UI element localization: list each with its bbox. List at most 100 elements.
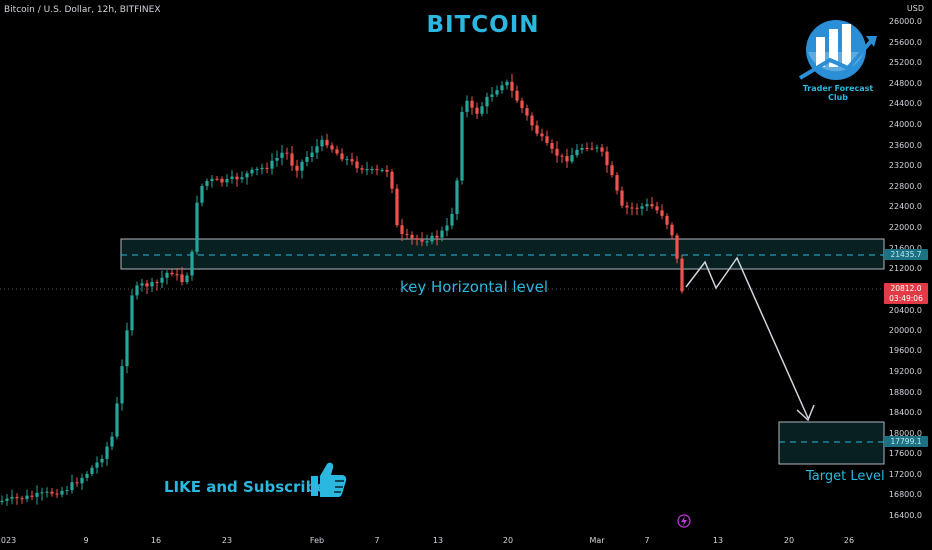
candle-body xyxy=(200,185,204,203)
candle-body xyxy=(475,107,479,114)
candle-body xyxy=(30,495,34,497)
candle-body xyxy=(185,275,189,283)
candle-body xyxy=(195,202,199,252)
key-level-label: key Horizontal level xyxy=(400,278,549,296)
candle-body xyxy=(135,285,139,296)
thumbs-up-icon[interactable] xyxy=(311,462,347,497)
candle-body xyxy=(60,490,64,495)
candle-body xyxy=(240,177,244,180)
time-tick-label: 16 xyxy=(151,536,161,545)
candle-body xyxy=(90,467,94,474)
price-tick-label: 19600.0 xyxy=(889,346,922,355)
candle-body xyxy=(85,473,89,478)
candle-body xyxy=(385,169,389,172)
candle-body xyxy=(55,493,59,495)
candle-body xyxy=(190,251,194,276)
candle-body xyxy=(470,100,474,108)
price-tick-label: 25200.0 xyxy=(889,58,922,67)
candle-body xyxy=(350,159,354,162)
price-tick-label: 22800.0 xyxy=(889,182,922,191)
candle-body xyxy=(620,190,624,206)
candle-body xyxy=(515,90,519,101)
price-tick-label: 16800.0 xyxy=(889,490,922,499)
time-axis: 2023 9 16 23 Feb 7 13 20 Mar 7 13 20 26 xyxy=(0,536,854,545)
candle-body xyxy=(165,272,169,278)
price-tick-label: 21600.0 xyxy=(889,244,922,253)
candle-body xyxy=(550,143,554,149)
candle-body xyxy=(630,207,634,209)
candle-body xyxy=(590,148,594,150)
candle-body xyxy=(535,125,539,134)
candle-body xyxy=(625,205,629,208)
candle-body xyxy=(560,155,564,157)
candle-body xyxy=(435,235,439,238)
candle-body xyxy=(380,169,384,171)
time-tick-label: 7 xyxy=(374,536,379,545)
time-tick-label: 2023 xyxy=(0,536,16,545)
candle-body xyxy=(430,235,434,242)
price-tick-label: 16400.0 xyxy=(889,511,922,520)
time-tick-label: 13 xyxy=(713,536,723,545)
candle-body xyxy=(45,491,49,493)
candle-body xyxy=(15,496,19,499)
candle-body xyxy=(520,100,524,109)
candle-body xyxy=(335,149,339,154)
candle-body xyxy=(110,436,114,447)
candle-body xyxy=(580,148,584,150)
price-tick-label: 23200.0 xyxy=(889,161,922,170)
target-level-label: Target Level xyxy=(806,469,885,484)
candle-body xyxy=(450,213,454,226)
candle-body xyxy=(500,85,504,91)
candle-body xyxy=(95,462,99,468)
candle-body xyxy=(300,161,304,171)
candle-body xyxy=(280,152,284,158)
candle-body xyxy=(40,492,44,494)
candle-body xyxy=(675,235,679,259)
candle-body xyxy=(530,115,534,126)
price-axis: 26000.0 25600.0 25200.0 24800.0 24400.0 24000… xyxy=(889,17,922,520)
candle-body xyxy=(410,234,414,239)
candle-body xyxy=(290,153,294,166)
candle-body xyxy=(320,139,324,147)
candle-body xyxy=(75,482,79,484)
candle-body xyxy=(640,206,644,209)
flash-icon[interactable] xyxy=(677,514,691,528)
current-price-tag: 20812.0 xyxy=(884,283,928,294)
candle-body xyxy=(455,180,459,214)
candle-body xyxy=(130,295,134,331)
candle-body xyxy=(215,178,219,180)
time-tick-label: 9 xyxy=(83,536,88,545)
candle-body xyxy=(610,165,614,176)
candle-body xyxy=(370,169,374,171)
candle-body xyxy=(355,161,359,169)
candle-body xyxy=(125,330,129,367)
candle-body xyxy=(235,176,239,180)
candle-body xyxy=(250,169,254,174)
projection-path xyxy=(685,256,809,419)
time-tick-label: 20 xyxy=(503,536,513,545)
currency-label: USD xyxy=(906,4,924,13)
candle-body xyxy=(80,477,84,484)
candle-body xyxy=(495,90,499,95)
candle-body xyxy=(660,210,664,216)
candle-body xyxy=(605,151,609,166)
price-tick-label: 25600.0 xyxy=(889,38,922,47)
candle-body xyxy=(210,178,214,181)
candle-body xyxy=(225,178,229,183)
price-tick-label: 20000.0 xyxy=(889,326,922,335)
candle-body xyxy=(260,167,264,170)
price-tick-label: 20400.0 xyxy=(889,306,922,315)
candle-body xyxy=(265,167,269,169)
candle-body xyxy=(540,133,544,137)
candle-body xyxy=(270,160,274,169)
candle-body xyxy=(345,159,349,161)
logo-text: Trader Forecast Club xyxy=(802,84,874,102)
price-tick-label: 18400.0 xyxy=(889,408,922,417)
candle-body xyxy=(365,169,369,171)
page-title: BITCOIN xyxy=(426,12,540,38)
candle-body xyxy=(180,274,184,283)
candle-body xyxy=(420,239,424,242)
candle-body xyxy=(680,258,684,292)
candle-body xyxy=(405,233,409,235)
